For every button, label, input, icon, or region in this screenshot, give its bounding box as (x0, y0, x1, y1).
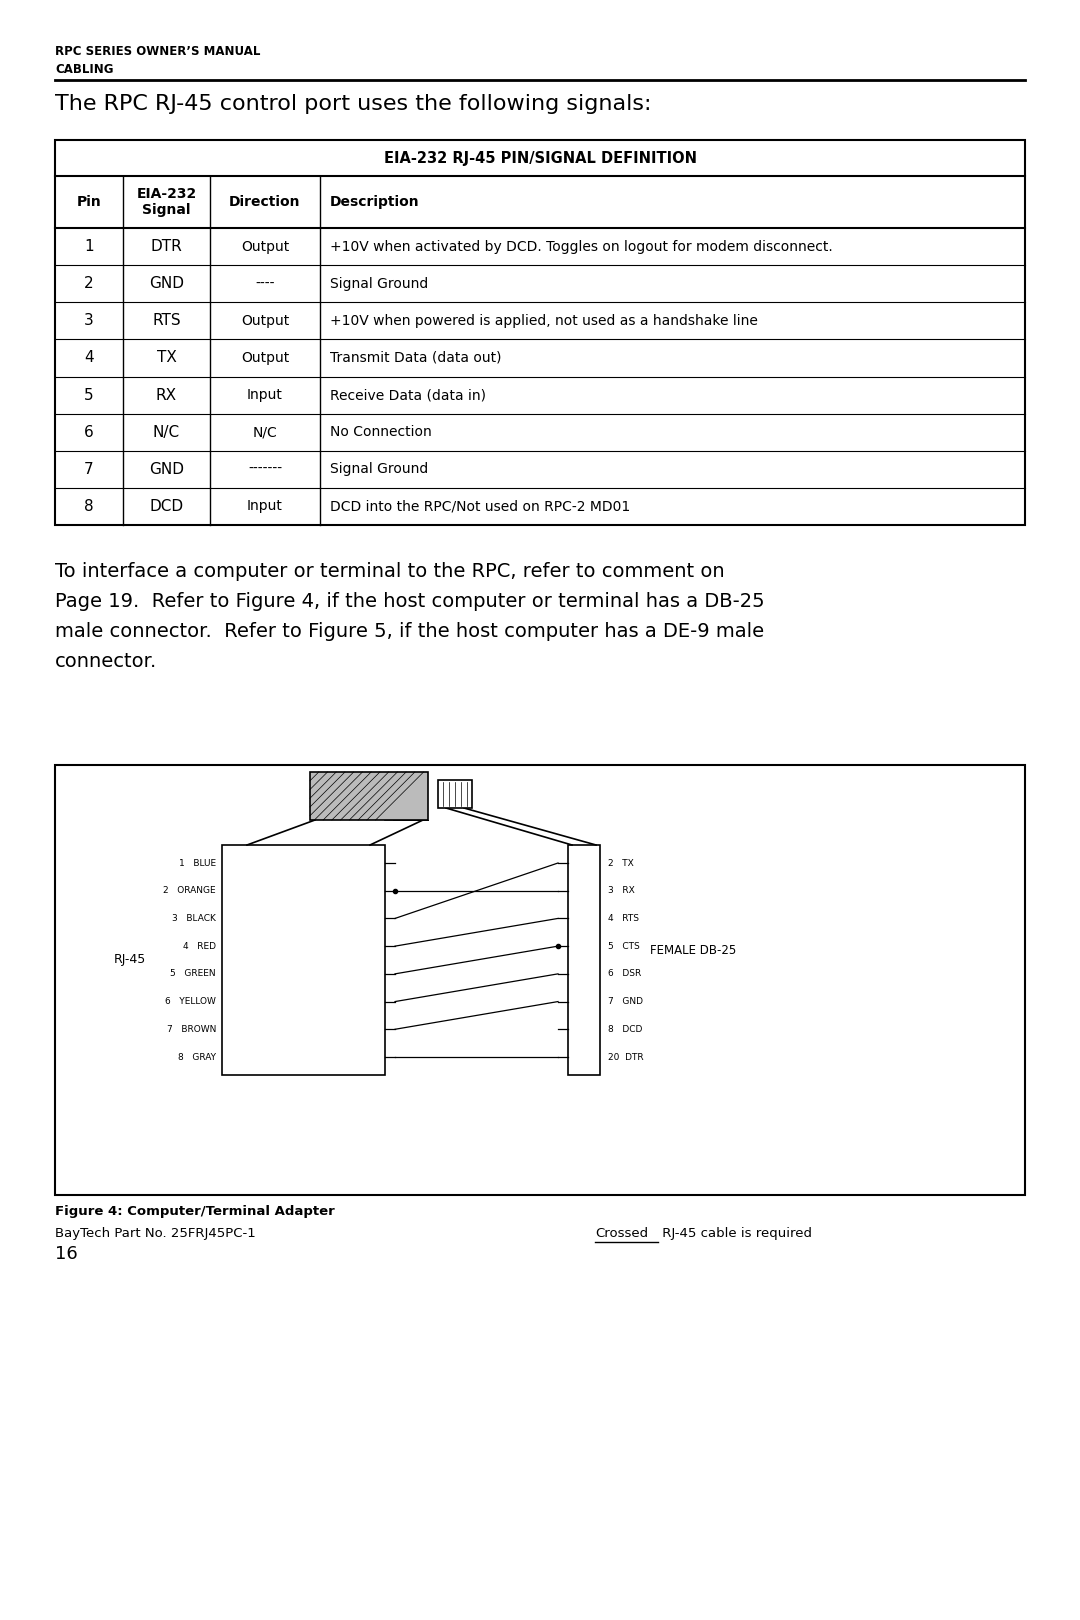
Text: 1   BLUE: 1 BLUE (179, 859, 216, 867)
Text: 2   ORANGE: 2 ORANGE (163, 886, 216, 896)
Text: DCD: DCD (149, 499, 184, 514)
Text: 7: 7 (84, 462, 94, 476)
Text: 3   BLACK: 3 BLACK (172, 914, 216, 923)
Text: Output: Output (241, 314, 289, 327)
Bar (55, 765, 1025, 1196)
Bar (310, 773, 428, 820)
Text: BayTech Part No. 25FRJ45PC-1: BayTech Part No. 25FRJ45PC-1 (55, 1226, 256, 1239)
Text: Signal Ground: Signal Ground (330, 462, 429, 476)
Text: 16: 16 (55, 1246, 78, 1264)
Text: RPC SERIES OWNER’S MANUAL: RPC SERIES OWNER’S MANUAL (55, 45, 260, 58)
Text: Crossed: Crossed (595, 1226, 648, 1239)
Text: 6: 6 (84, 424, 94, 439)
Text: 6   YELLOW: 6 YELLOW (165, 996, 216, 1006)
Text: 5   GREEN: 5 GREEN (171, 969, 216, 978)
Text: 8   DCD: 8 DCD (608, 1025, 643, 1034)
Text: +10V when activated by DCD. Toggles on logout for modem disconnect.: +10V when activated by DCD. Toggles on l… (330, 240, 833, 254)
Text: 4   RED: 4 RED (183, 941, 216, 951)
Text: 7   GND: 7 GND (608, 996, 643, 1006)
Text: -------: ------- (248, 462, 282, 476)
Text: The RPC RJ-45 control port uses the following signals:: The RPC RJ-45 control port uses the foll… (55, 94, 651, 113)
Text: ----: ---- (255, 277, 274, 290)
Text: Figure 4: Computer/Terminal Adapter: Figure 4: Computer/Terminal Adapter (55, 1205, 335, 1218)
Text: Page 19.  Refer to Figure 4, if the host computer or terminal has a DB-25: Page 19. Refer to Figure 4, if the host … (55, 591, 765, 611)
Text: CABLING: CABLING (55, 63, 113, 76)
Text: Output: Output (241, 352, 289, 365)
Bar (55, 139, 1025, 525)
Bar (568, 846, 600, 1076)
Text: EIA-232
Signal: EIA-232 Signal (136, 186, 197, 217)
Text: N/C: N/C (153, 424, 180, 439)
Text: Receive Data (data in): Receive Data (data in) (330, 389, 486, 402)
Text: Input: Input (247, 499, 283, 514)
Text: GND: GND (149, 462, 184, 476)
Text: 3   RX: 3 RX (608, 886, 635, 896)
Text: connector.: connector. (55, 651, 158, 671)
Text: Description: Description (330, 194, 420, 209)
Text: 6   DSR: 6 DSR (608, 969, 642, 978)
Text: Pin: Pin (77, 194, 102, 209)
Text: DCD into the RPC/Not used on RPC-2 MD01: DCD into the RPC/Not used on RPC-2 MD01 (330, 499, 631, 514)
Text: 2: 2 (84, 275, 94, 292)
Text: GND: GND (149, 275, 184, 292)
Text: Transmit Data (data out): Transmit Data (data out) (330, 352, 501, 365)
Text: TX: TX (157, 350, 176, 366)
Text: 2   TX: 2 TX (608, 859, 634, 867)
Text: 8   GRAY: 8 GRAY (178, 1053, 216, 1061)
Text: 1: 1 (84, 240, 94, 254)
Text: 8: 8 (84, 499, 94, 514)
Bar (222, 846, 384, 1076)
Text: Output: Output (241, 240, 289, 254)
Text: FEMALE DB-25: FEMALE DB-25 (650, 943, 737, 956)
Text: DTR: DTR (150, 240, 183, 254)
Text: Input: Input (247, 389, 283, 402)
Text: RTS: RTS (152, 313, 180, 329)
Text: 5   CTS: 5 CTS (608, 941, 639, 951)
Text: +10V when powered is applied, not used as a handshake line: +10V when powered is applied, not used a… (330, 314, 758, 327)
Text: To interface a computer or terminal to the RPC, refer to comment on: To interface a computer or terminal to t… (55, 562, 725, 582)
Text: RJ-45 cable is required: RJ-45 cable is required (658, 1226, 812, 1239)
Text: 3: 3 (84, 313, 94, 329)
Text: N/C: N/C (253, 424, 278, 439)
Text: EIA-232 RJ-45 PIN/SIGNAL DEFINITION: EIA-232 RJ-45 PIN/SIGNAL DEFINITION (383, 151, 697, 165)
Text: 20  DTR: 20 DTR (608, 1053, 644, 1061)
Text: RJ-45: RJ-45 (113, 954, 146, 967)
Text: Direction: Direction (229, 194, 300, 209)
Text: No Connection: No Connection (330, 424, 432, 439)
Text: 4: 4 (84, 350, 94, 366)
Text: RX: RX (156, 387, 177, 402)
Bar (438, 779, 472, 808)
Text: 7   BROWN: 7 BROWN (166, 1025, 216, 1034)
Text: Signal Ground: Signal Ground (330, 277, 429, 290)
Text: male connector.  Refer to Figure 5, if the host computer has a DE-9 male: male connector. Refer to Figure 5, if th… (55, 622, 765, 642)
Text: 4   RTS: 4 RTS (608, 914, 639, 923)
Text: 5: 5 (84, 387, 94, 402)
